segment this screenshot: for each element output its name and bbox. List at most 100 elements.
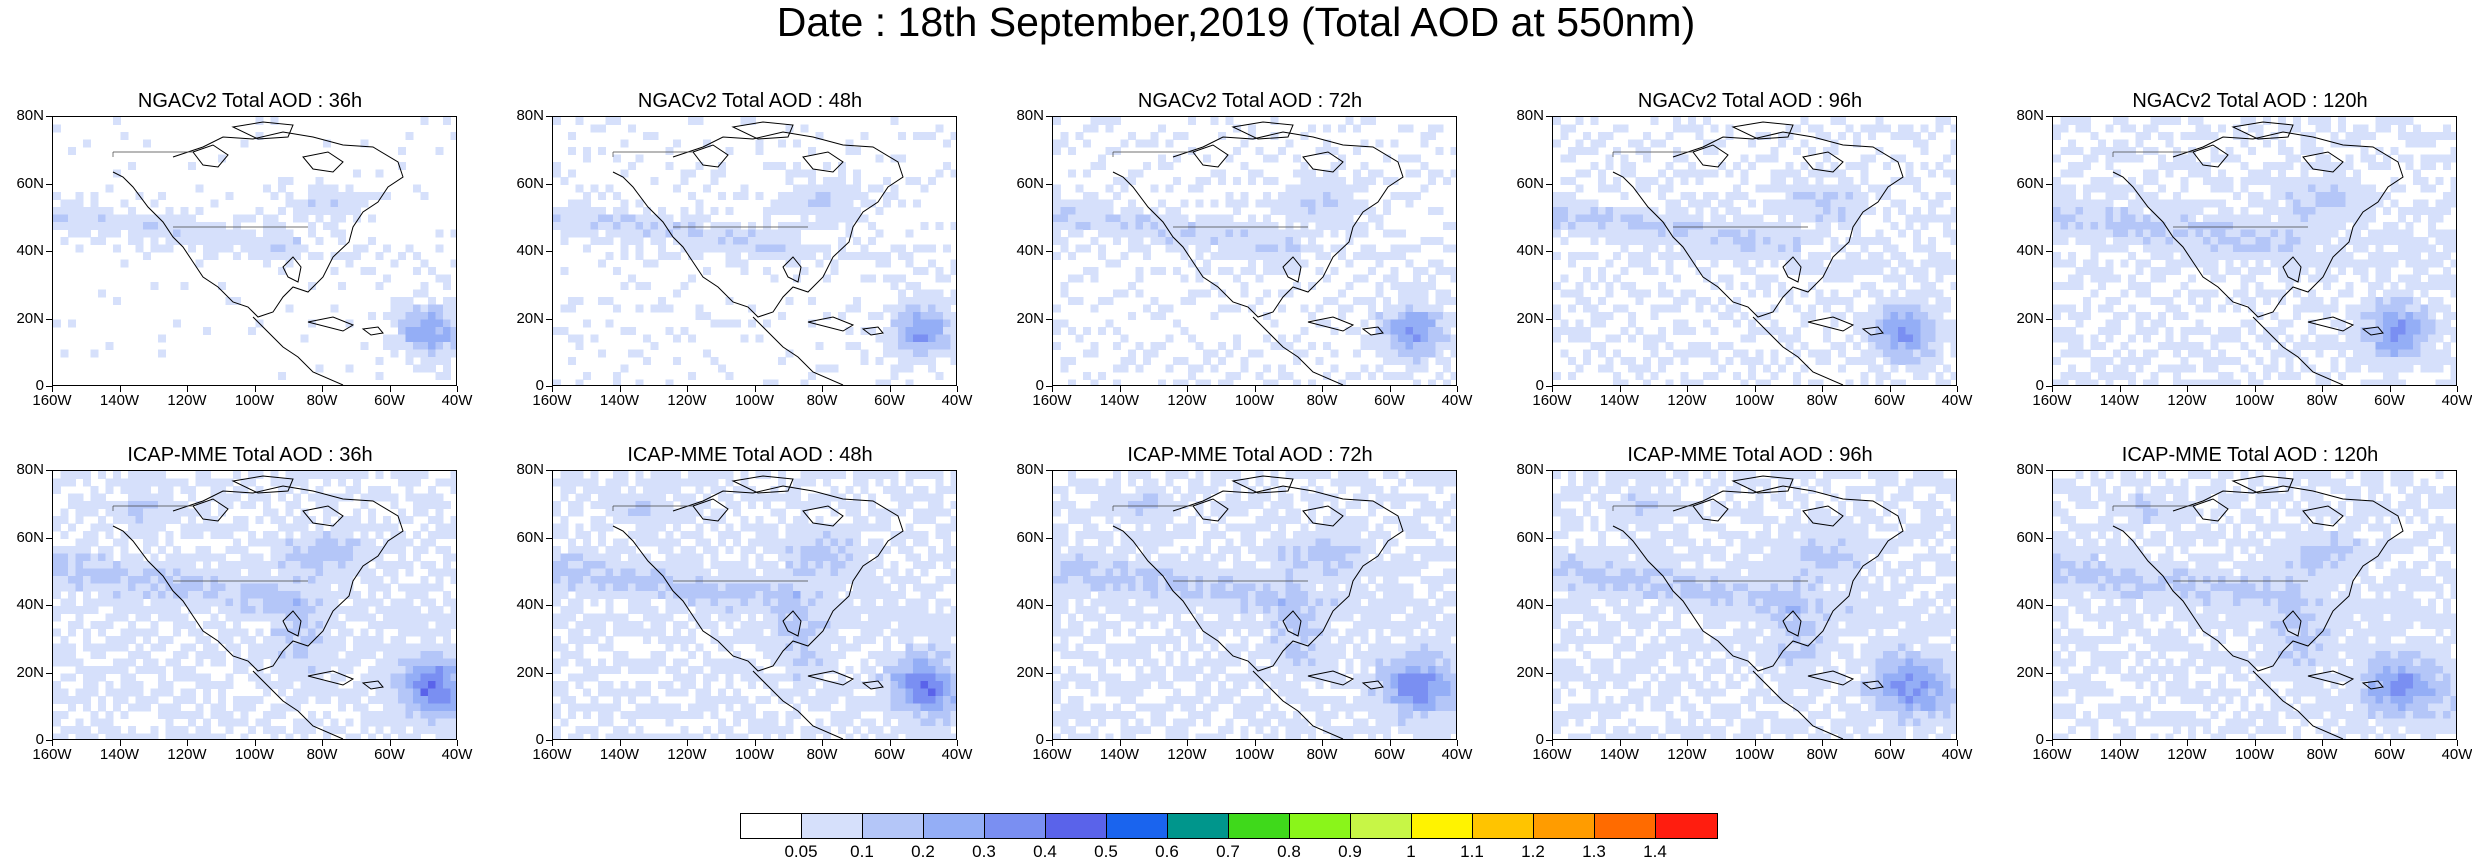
aod-cell [1293,334,1301,343]
aod-cell [2075,124,2084,133]
aod-cell [60,471,69,479]
aod-cell [815,342,824,350]
aod-cell [278,207,286,215]
aod-cell [1420,349,1429,358]
aod-cell [2360,274,2369,283]
aod-cell [2420,207,2429,215]
aod-cell [375,372,384,380]
aod-cell [2285,222,2294,230]
aod-cell [583,372,591,380]
aod-cell [2285,192,2294,200]
aod-cell [1083,349,1091,358]
aod-cell [2188,207,2196,215]
aod-cell [2308,139,2316,148]
aod-cell [2090,289,2099,298]
aod-cell [1150,184,1159,193]
aod-cell [83,471,91,479]
aod-cell [1943,297,1951,305]
aod-cell [1860,267,1869,275]
aod-cell [1733,259,1741,268]
aod-cell [2368,192,2376,200]
aod-cell [1428,169,1436,178]
aod-cell [1128,222,1136,230]
aod-cell [1853,327,1861,335]
aod-cell [2120,229,2129,238]
aod-cell [2203,222,2211,230]
aod-cell [2375,229,2384,238]
aod-cell [1575,184,1584,193]
aod-cell [1740,282,1749,290]
aod-cell [2173,244,2181,253]
y-tick-label: 0 [35,377,44,394]
aod-cell [2435,274,2444,283]
aod-cell [1353,327,1361,335]
aod-cell [2135,357,2144,365]
aod-cell [800,124,809,133]
aod-cell [1905,162,1914,170]
aod-cell [225,229,234,238]
aod-cell [2150,244,2159,253]
aod-cell [128,673,136,682]
aod-cell [1383,319,1391,328]
aod-cell [1823,274,1831,283]
aod-cell [75,192,84,200]
aod-cell [135,613,144,622]
aod-cell [270,553,279,562]
aod-cell [1935,199,1944,208]
aod-cell [1435,207,1444,215]
aod-cell [120,636,129,644]
aod-cell [1150,222,1159,230]
aod-cell [1935,297,1944,305]
aod-cell [2225,229,2234,238]
aod-cell [710,244,719,253]
aod-cell [1173,229,1181,238]
aod-cell [1860,244,1869,253]
aod-cell [785,169,794,178]
aod-cell [928,289,936,298]
aod-cell [195,681,204,689]
aod-cell [1950,177,1956,185]
aod-cell [2188,162,2196,170]
aod-cell [1883,192,1891,200]
aod-cell [2203,327,2211,335]
aod-cell [2203,259,2211,268]
aod-cell [180,643,189,652]
aod-cell [1680,214,1689,223]
aod-cell [2338,222,2346,230]
aod-cell [1560,319,1569,328]
y-tick-label: 60N [516,174,544,192]
aod-cell [1560,289,1569,298]
aod-cell [1943,267,1951,275]
aod-cell [1710,372,1719,380]
aod-cell [225,613,234,622]
aod-cell [1800,237,1809,245]
aod-cell [2263,244,2271,253]
aod-cell [1823,267,1831,275]
aod-cell [1195,229,1204,238]
aod-cell [2390,319,2399,328]
aod-cell [2375,312,2384,320]
aod-cell [90,207,99,215]
aod-cell [1710,244,1719,253]
aod-cell [135,666,144,674]
aod-cell [1165,229,1174,238]
aod-cell [233,523,241,532]
aod-cell [575,117,584,125]
aod-cell [2150,117,2159,125]
aod-cell [1590,214,1599,223]
aod-cell [1098,252,1106,260]
aod-cell [1740,192,1749,200]
aod-cell [2173,267,2181,275]
aod-cell [1060,357,1069,365]
aod-cell [1680,327,1689,335]
aod-cell [443,372,451,380]
aod-cell [2375,379,2384,385]
aod-cell [150,214,159,223]
aod-cell [150,199,159,208]
aod-cell [1793,259,1801,268]
x-tick-label: 160W [1032,392,1072,409]
aod-cell [68,553,76,562]
aod-cell [173,516,181,524]
aod-cell [173,613,181,622]
aod-cell [2368,207,2376,215]
